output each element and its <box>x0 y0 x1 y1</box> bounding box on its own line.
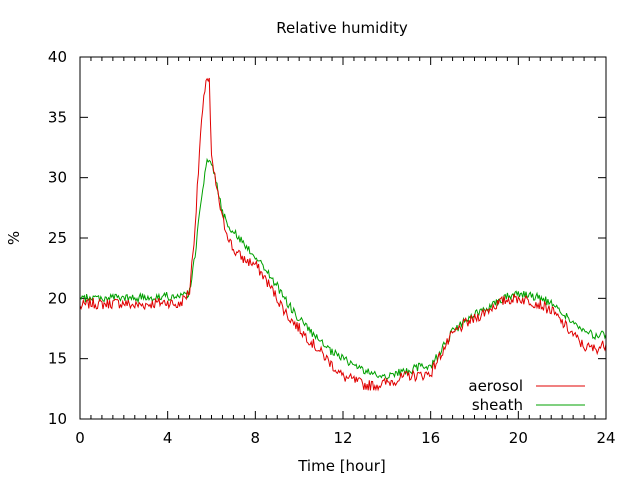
x-tick-label: 8 <box>251 429 261 447</box>
legend-label-sheath: sheath <box>472 396 523 414</box>
y-tick-label: 15 <box>48 350 67 368</box>
x-tick-label: 0 <box>75 429 85 447</box>
series-line-sheath <box>79 157 607 381</box>
y-tick-label: 20 <box>48 289 67 307</box>
y-tick-label: 30 <box>48 169 67 187</box>
plot-frame <box>79 56 607 420</box>
y-tick-label: 25 <box>48 229 67 247</box>
legend-label-aerosol: aerosol <box>468 377 523 395</box>
x-tick-label: 4 <box>163 429 173 447</box>
series-line-aerosol <box>79 77 607 392</box>
y-axis-label: % <box>5 231 23 245</box>
chart-title: Relative humidity <box>276 19 408 37</box>
legend: aerosol sheath <box>468 377 585 414</box>
x-axis-label: Time [hour] <box>297 457 386 475</box>
x-tick-label: 20 <box>509 429 528 447</box>
tick-labels: 0 4 8 12 16 20 24 10 15 20 25 30 35 40 <box>48 48 616 447</box>
x-tick-label: 16 <box>421 429 440 447</box>
series-layer <box>79 77 607 392</box>
y-tick-label: 10 <box>48 410 67 428</box>
x-tick-label: 12 <box>333 429 352 447</box>
y-tick-label: 35 <box>48 108 67 126</box>
x-tick-label: 24 <box>596 429 615 447</box>
y-tick-label: 40 <box>48 48 67 66</box>
axis-ticks <box>79 56 607 420</box>
